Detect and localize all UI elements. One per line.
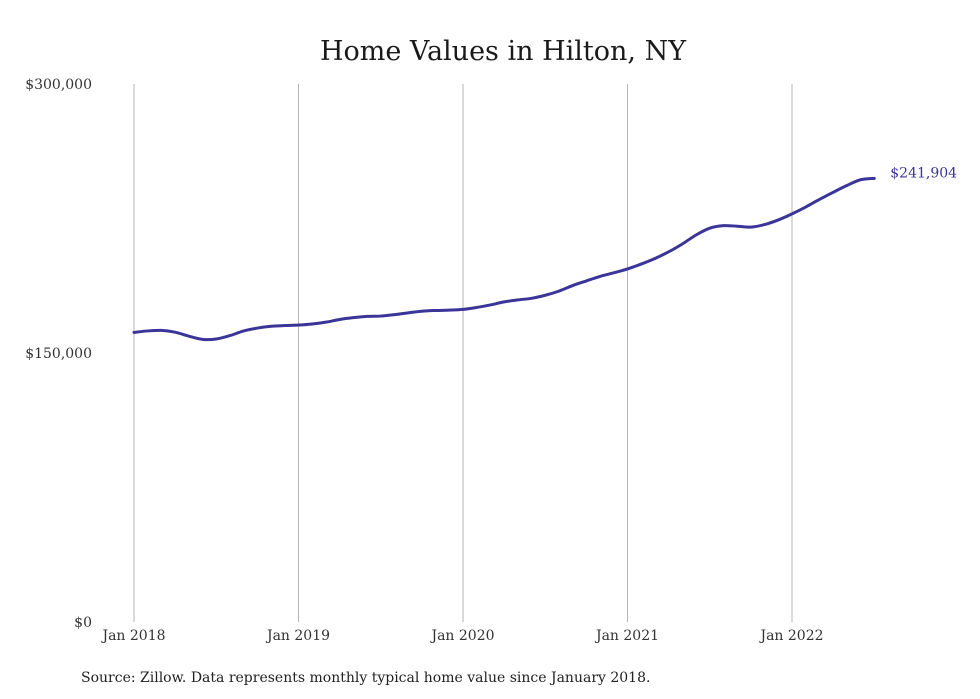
series-line xyxy=(132,176,876,342)
y-tick-label: $0 xyxy=(74,615,92,631)
y-axis-ticks: $0 $150,000 $300,000 xyxy=(25,77,92,631)
source-note: Source: Zillow. Data represents monthly … xyxy=(81,670,650,686)
x-axis-ticks: Jan 2018 Jan 2019 Jan 2020 Jan 2021 Jan 2022 xyxy=(100,628,823,644)
y-tick-label: $150,000 xyxy=(25,346,92,362)
x-tick-label: Jan 2021 xyxy=(594,628,659,644)
x-tick-label: Jan 2018 xyxy=(100,628,165,644)
gridlines xyxy=(133,84,793,622)
x-tick-label: Jan 2020 xyxy=(429,628,494,644)
end-value-label: $241,904 xyxy=(890,165,957,181)
x-tick-label: Jan 2022 xyxy=(758,628,823,644)
x-tick-label: Jan 2019 xyxy=(265,628,330,644)
chart-title: Home Values in Hilton, NY xyxy=(320,36,687,67)
end-label-group: $241,904 xyxy=(890,165,957,181)
y-tick-label: $300,000 xyxy=(25,77,92,93)
series-group xyxy=(132,176,876,342)
